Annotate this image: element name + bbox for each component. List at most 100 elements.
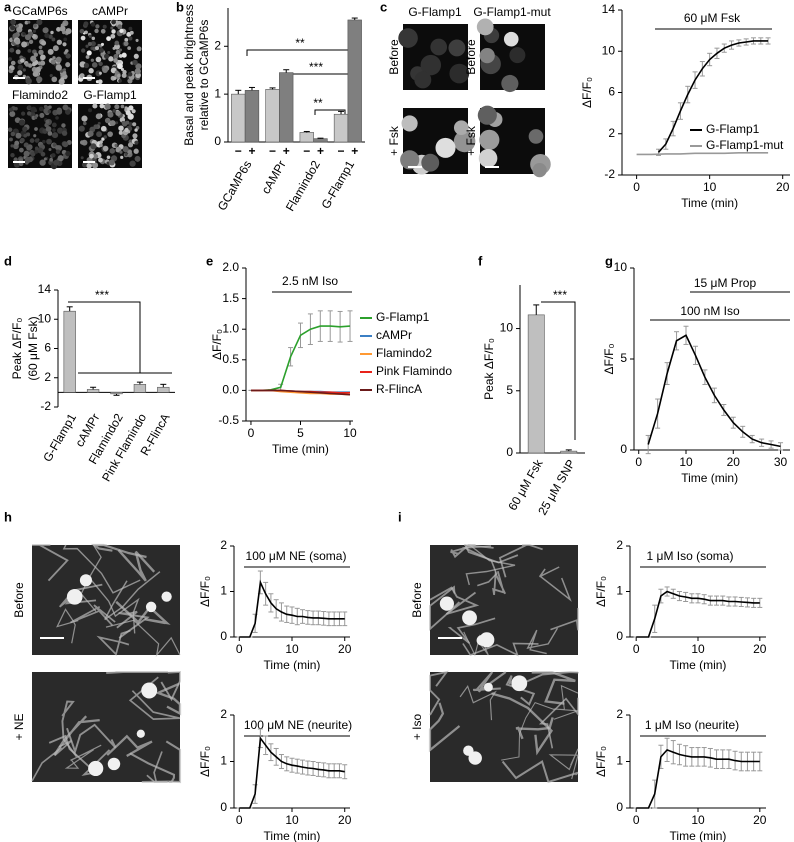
cell <box>56 39 62 45</box>
cell <box>81 48 86 53</box>
y-tick-label: 0.5 <box>222 352 239 366</box>
series-label: + <box>317 144 324 158</box>
y-tick-label: 0.0 <box>222 383 239 397</box>
legend-label: G-Flamp1-mut <box>706 138 784 152</box>
row-label: Before <box>12 582 26 618</box>
y-tick-label: 1 <box>616 584 623 598</box>
x-tick-label: 20 <box>338 813 352 827</box>
x-tick-label: 10 <box>703 180 717 194</box>
neurite <box>459 685 497 721</box>
cell <box>95 56 102 63</box>
cell <box>111 29 116 34</box>
y-tick-label: 0 <box>214 134 221 148</box>
cell <box>51 37 56 42</box>
cell <box>131 109 136 114</box>
cell <box>134 128 138 132</box>
neurite <box>515 717 554 740</box>
cell <box>40 54 46 61</box>
row-label: + NE <box>12 713 26 740</box>
x-tick-label: 10 <box>691 813 705 827</box>
cell <box>88 34 92 38</box>
series-label: + <box>248 144 255 158</box>
cell <box>85 55 90 59</box>
y-tick-label: 0 <box>506 445 513 459</box>
cell <box>95 24 100 29</box>
cell <box>9 47 15 53</box>
cell <box>121 52 127 58</box>
x-tick-label: 20 <box>338 642 352 656</box>
neurite <box>105 619 181 658</box>
neurite <box>550 608 579 631</box>
cell <box>509 47 526 64</box>
cell <box>102 145 109 152</box>
cell <box>47 48 54 55</box>
x-tick-label: 10 <box>285 813 299 827</box>
cell <box>39 112 45 118</box>
y-tick-label: 0 <box>616 800 623 814</box>
cell <box>102 24 107 29</box>
cell <box>117 24 123 30</box>
series-line <box>636 152 769 156</box>
cell <box>30 55 37 62</box>
series-label: − <box>338 144 345 158</box>
cell <box>90 58 95 62</box>
cell <box>107 111 114 118</box>
cell <box>48 147 52 151</box>
bar <box>313 138 328 143</box>
y-tick-label: 2 <box>608 126 615 140</box>
cell <box>15 49 21 55</box>
x-axis-label: Time (min) <box>681 196 738 210</box>
cell <box>51 76 58 83</box>
annotation: ** <box>295 36 305 50</box>
cell <box>115 110 121 116</box>
cell <box>63 37 68 42</box>
cell <box>132 59 138 66</box>
bar <box>560 450 578 454</box>
y-tick-label: 10 <box>500 321 514 335</box>
cell <box>87 41 92 47</box>
neurite <box>56 608 79 644</box>
cell <box>90 143 97 150</box>
cell <box>17 23 24 29</box>
cell <box>52 56 56 60</box>
scale-bar <box>83 77 95 79</box>
neurite <box>106 734 153 757</box>
cell <box>478 148 498 168</box>
x-tick-label: 10 <box>285 642 299 656</box>
cell <box>99 140 103 144</box>
cell <box>22 126 28 132</box>
cell <box>479 48 495 64</box>
cell <box>103 53 110 59</box>
x-tick-label: 0 <box>633 642 640 656</box>
cell <box>111 19 116 25</box>
cell <box>32 71 39 77</box>
cell <box>135 63 142 70</box>
cell <box>109 120 116 127</box>
panel-letter: a <box>4 0 12 14</box>
cell <box>127 71 133 77</box>
cell <box>83 62 90 69</box>
cell <box>8 107 14 112</box>
soma <box>483 682 493 692</box>
x-axis-label: Time (min) <box>264 829 321 842</box>
bar <box>333 113 349 143</box>
neurite <box>64 744 102 769</box>
cell <box>85 44 89 48</box>
cell <box>453 120 469 136</box>
series-line <box>239 736 345 809</box>
bar <box>299 132 314 143</box>
cell <box>26 132 31 137</box>
cell <box>97 121 101 125</box>
bar <box>244 90 260 143</box>
y-tick-label: 0 <box>620 442 627 456</box>
cell <box>48 105 52 109</box>
cell <box>117 63 123 70</box>
legend-label: R-FlincA <box>376 382 422 396</box>
soma <box>79 574 92 587</box>
cell <box>86 163 92 169</box>
cell <box>114 143 118 148</box>
panel-letter: c <box>380 0 387 14</box>
neurite <box>146 751 168 783</box>
series-label: − <box>303 144 310 158</box>
bar <box>527 314 545 454</box>
